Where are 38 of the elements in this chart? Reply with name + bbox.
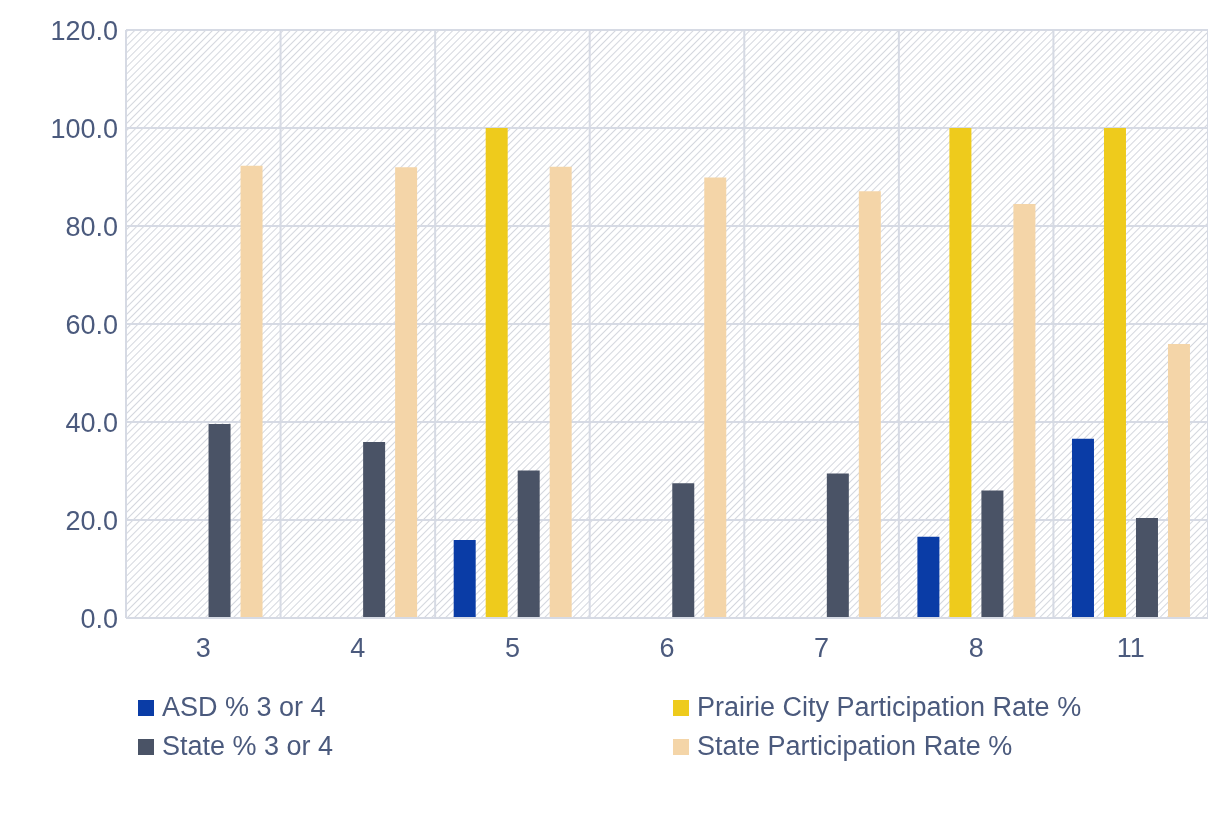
x-tick-label: 5 — [504, 633, 520, 664]
y-tick-label: 20.0 — [65, 505, 118, 536]
bar — [1135, 518, 1158, 618]
bar — [981, 490, 1004, 618]
bar — [858, 191, 881, 618]
x-tick-label: 4 — [350, 633, 366, 664]
x-tick-label: 7 — [814, 633, 830, 664]
y-tick-label: 120.0 — [50, 15, 118, 46]
y-tick-label: 60.0 — [65, 309, 118, 340]
bar — [240, 165, 263, 618]
bar — [453, 540, 476, 618]
bar — [1071, 438, 1094, 618]
legend-label: ASD % 3 or 4 — [162, 692, 326, 723]
bar — [395, 167, 418, 618]
legend-label: State Participation Rate % — [697, 731, 1013, 762]
bar — [672, 483, 695, 618]
bar — [704, 177, 727, 618]
bar — [485, 128, 508, 618]
bar — [363, 442, 386, 618]
x-tick-label: 11 — [1116, 633, 1145, 664]
x-tick-label: 3 — [195, 633, 211, 664]
bar — [517, 470, 540, 618]
legend-label: State % 3 or 4 — [162, 731, 334, 762]
y-tick-label: 0.0 — [80, 603, 118, 634]
bar — [549, 166, 572, 618]
y-tick-label: 40.0 — [65, 407, 118, 438]
y-tick-label: 100.0 — [50, 113, 118, 144]
bar — [826, 473, 849, 618]
x-tick-label: 8 — [968, 633, 984, 664]
bar — [1103, 128, 1126, 618]
bar — [1167, 344, 1190, 618]
y-tick-label: 80.0 — [65, 211, 118, 242]
bar — [1013, 203, 1036, 618]
x-tick-label: 6 — [659, 633, 675, 664]
legend-label: Prairie City Participation Rate % — [697, 692, 1082, 723]
bar — [949, 128, 972, 618]
bar — [917, 536, 940, 618]
bar — [208, 423, 231, 618]
